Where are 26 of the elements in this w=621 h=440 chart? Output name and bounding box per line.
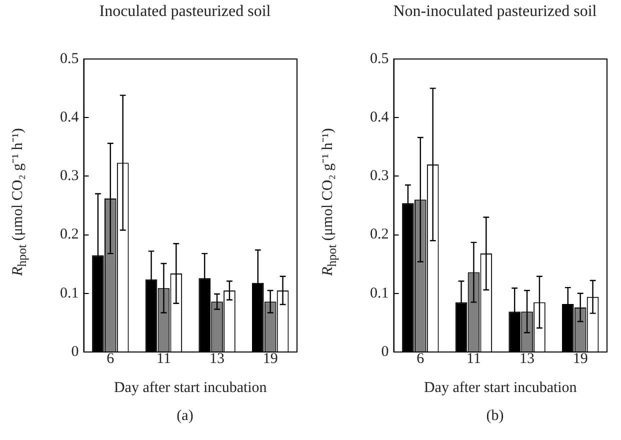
- y-tick-label: 0: [71, 344, 79, 360]
- y-tick-label: 0: [381, 344, 389, 360]
- text: (a): [176, 408, 194, 425]
- chart-title: Inoculated pasteurized soil: [98, 2, 272, 22]
- x-tick-label: 13: [520, 350, 535, 367]
- x-tick-label: 6: [106, 350, 115, 367]
- y-tick-label: 0.3: [370, 168, 389, 184]
- y-tick-label: 0.5: [60, 50, 79, 67]
- x-axis-title: Day after start incubation: [114, 380, 268, 396]
- x-tick-label: 11: [156, 350, 171, 367]
- y-tick-label: 0.2: [60, 226, 79, 243]
- y-tick-label: 0.4: [60, 110, 80, 126]
- x-axis-title: Day after start incubation: [424, 380, 578, 396]
- y-tick-label: 0.1: [60, 285, 79, 302]
- x-tick-label: 11: [466, 350, 481, 367]
- chart-title: Non-inoculated pasteurized soil: [392, 2, 598, 22]
- y-tick-label: 0.5: [370, 50, 389, 67]
- y-tick-label: 0.4: [370, 110, 390, 126]
- y-tick-label: 0.1: [370, 285, 389, 302]
- x-tick-label: 13: [210, 350, 225, 367]
- y-tick-label: 0.3: [60, 168, 79, 184]
- text: (b): [485, 408, 505, 425]
- x-tick-label: 19: [262, 350, 278, 367]
- y-tick-label: 0.2: [370, 226, 389, 243]
- x-tick-label: 6: [416, 350, 425, 367]
- x-tick-label: 19: [572, 350, 588, 367]
